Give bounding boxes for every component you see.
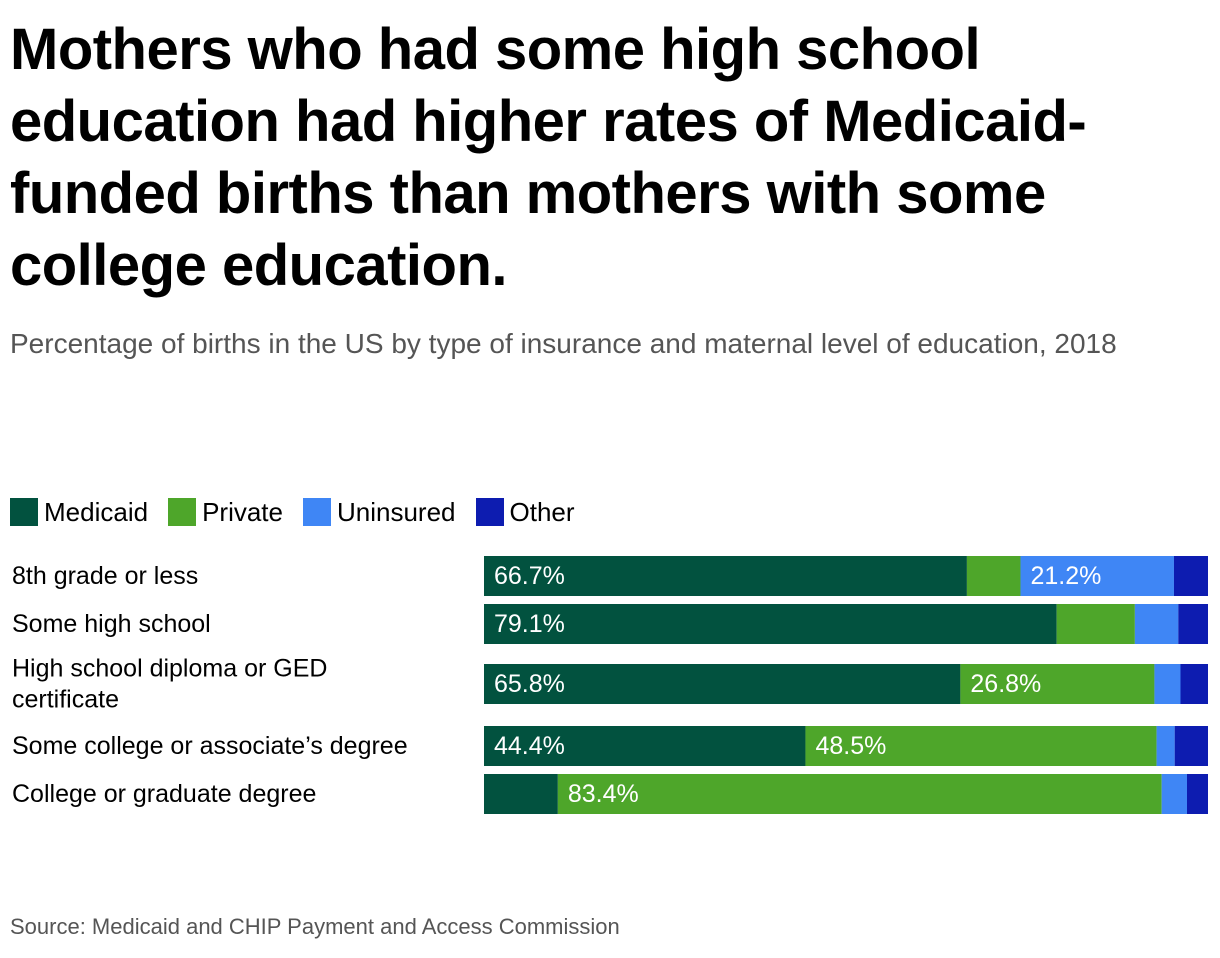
chart-title: Mothers who had some high school educati…: [10, 17, 1087, 298]
bar-segment-private: [557, 774, 1162, 814]
bar-segment-uninsured: [1134, 604, 1179, 644]
bar-segment-medicaid: [484, 556, 967, 596]
legend: Medicaid Private Uninsured Other: [10, 494, 595, 530]
bar-segment-other: [1187, 774, 1208, 814]
legend-label-medicaid: Medicaid: [44, 497, 149, 527]
legend-label-private: Private: [202, 497, 283, 527]
data-label-medicaid: 65.8%: [494, 670, 565, 698]
legend-item-medicaid: Medicaid: [10, 496, 148, 528]
category-label: Some high school: [12, 610, 211, 638]
bar-segment-uninsured: [1020, 556, 1174, 596]
bar-segment-uninsured: [1156, 726, 1175, 766]
bar-segment-uninsured: [1161, 774, 1188, 814]
bar-segment-private: [960, 664, 1155, 704]
bar-segment-medicaid: [484, 604, 1057, 644]
bar-segment-other: [1178, 604, 1208, 644]
bar-segment-medicaid: [484, 664, 961, 704]
legend-swatch-private: [168, 498, 197, 526]
data-label-medicaid: 66.7%: [494, 562, 565, 590]
bar-segment-private: [966, 556, 1021, 596]
data-label-medicaid: 44.4%: [494, 732, 565, 760]
bar-segment-other: [1173, 556, 1208, 596]
legend-swatch-medicaid: [10, 498, 38, 526]
bar-segment-medicaid: [484, 726, 806, 766]
bar-segment-private: [805, 726, 1157, 766]
data-label-private: 26.8%: [970, 670, 1041, 698]
category-label: College or graduate degree: [12, 780, 316, 808]
legend-item-private: Private: [168, 496, 283, 528]
legend-item-other: Other: [475, 496, 575, 528]
bar-segment-private: [1056, 604, 1135, 644]
legend-label-uninsured: Uninsured: [336, 497, 456, 527]
bar-segment-medicaid: [484, 774, 558, 814]
category-label: High school diploma or GED: [12, 655, 327, 683]
bar-segment-other: [1180, 664, 1208, 704]
chart-subtitle: Percentage of births in the US by type o…: [10, 328, 1117, 359]
legend-swatch-other: [475, 498, 504, 526]
category-label: certificate: [12, 686, 119, 714]
data-label-private: 83.4%: [568, 780, 639, 808]
bar-segment-uninsured: [1154, 664, 1181, 704]
legend-label-other: Other: [509, 497, 575, 527]
stacked-bar-chart: 8th grade or less 66.7% 21.2% Some high sch…: [12, 556, 1208, 814]
category-label: 8th grade or less: [12, 562, 198, 590]
source-note: Source: Medicaid and CHIP Payment and Ac…: [10, 914, 620, 939]
legend-swatch-uninsured: [302, 498, 331, 526]
legend-item-uninsured: Uninsured: [302, 496, 456, 528]
data-label-uninsured: 21.2%: [1030, 562, 1101, 590]
data-label-private: 48.5%: [815, 732, 886, 760]
category-label: Some college or associate’s degree: [12, 732, 408, 760]
bar-segment-other: [1174, 726, 1208, 766]
data-label-medicaid: 79.1%: [494, 610, 565, 638]
